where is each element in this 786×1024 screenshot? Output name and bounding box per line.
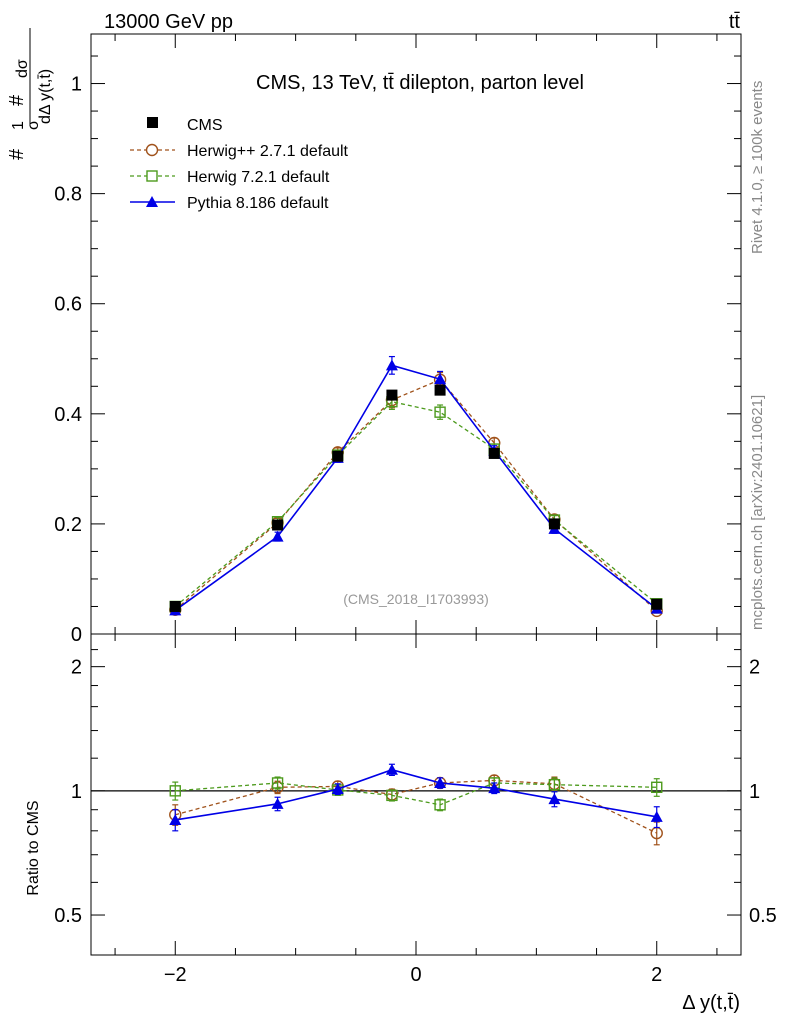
ylabel-one: 1 (10, 121, 27, 130)
ratio-point-herwig-7-2-1-default (651, 781, 663, 793)
ratio-series-pythia-8-186-default (169, 763, 663, 832)
ratio-line-herwig-7-2-1-default (175, 782, 657, 806)
y-tick-label-ratio-right: 1 (749, 781, 760, 803)
ylabel-prefix-2: # (6, 94, 28, 106)
mcplots-label: mcplots.cern.ch [arXiv:2401.10621] (749, 395, 766, 630)
main-series-herwig-2-7-1-default (169, 371, 663, 618)
main-point-cms (272, 519, 284, 531)
ratio-point-pythia-8-186-default (385, 763, 398, 775)
energy-label: 13000 GeV pp (104, 11, 233, 33)
y-tick-label-ratio-left: 1 (71, 781, 82, 803)
ratio-point-pythia-8-186-default (488, 782, 501, 794)
main-point-cms (488, 447, 500, 459)
main-series-cms (169, 384, 663, 612)
analysis-id: (CMS_2018_I1703993) (343, 591, 489, 607)
y-tick-label-ratio-right: 0.5 (749, 905, 777, 927)
main-point-cms (169, 600, 181, 612)
legend-pythia-label: Pythia 8.186 default (187, 195, 329, 212)
x-tick-label: −2 (164, 964, 187, 986)
main-point-pythia-8-186-default (385, 359, 398, 371)
process-label: tt̄ (729, 11, 741, 33)
ratio-point-pythia-8-186-default (169, 813, 182, 825)
series-layer (169, 355, 663, 846)
y-tick-label-ratio-right: 2 (749, 657, 760, 679)
ratio-point-pythia-8-186-default (548, 793, 561, 805)
legend-herwigpp-marker (145, 143, 159, 157)
ratio-point-herwig-7-2-1-default (169, 785, 181, 797)
y-tick-label-main: 1 (71, 74, 82, 96)
legend-herwigpp-label: Herwig++ 2.7.1 default (187, 143, 349, 160)
legend-cms-label: CMS (187, 117, 223, 134)
y-tick-label-ratio-left: 0.5 (54, 905, 82, 927)
y-tick-label-main: 0 (71, 624, 82, 646)
main-series-pythia-8-186-default (169, 355, 663, 616)
main-line-herwig-7-2-1-default (174, 400, 658, 607)
ratio-line-herwig-2-7-1-default (175, 779, 658, 834)
main-point-cms (548, 518, 560, 530)
x-tick-label: 2 (651, 964, 662, 986)
y-tick-label-main: 0.6 (54, 294, 82, 316)
ratio-point-pythia-8-186-default (650, 810, 663, 822)
legend-herwig7-label: Herwig 7.2.1 default (187, 169, 330, 186)
ylabel-sigma: σ (25, 120, 42, 130)
main-point-pythia-8-186-default (271, 530, 284, 542)
main-point-cms (332, 450, 344, 462)
ratio-point-herwig-7-2-1-default (271, 777, 284, 789)
plot-title: CMS, 13 TeV, tt̄ dilepton, parton level (256, 72, 584, 94)
ratio-frame (90, 633, 742, 956)
axis-ticks: −2 0 2 0 0.2 0.4 0.6 0.8 1 0.5 0.5 1 1 2 2 (54, 34, 777, 986)
y-tick-label-main: 0.2 (54, 514, 82, 536)
ylabel-prefix: # (6, 148, 28, 160)
ratio-line-pythia-8-186-default (175, 768, 657, 821)
x-tick-label: 0 (410, 964, 421, 986)
main-ylabel: # 1 σ # dσ dΔ y(t,t̄) (6, 28, 54, 160)
ylabel-dsigma: dσ (14, 59, 31, 78)
main-point-pythia-8-186-default (434, 373, 447, 385)
ylabel-denominator: dΔ y(t,t̄) (37, 69, 54, 124)
ratio-point-pythia-8-186-default (331, 783, 344, 795)
main-point-cms (651, 598, 663, 610)
legend-herwig7-marker (146, 170, 158, 182)
main-point-herwig-7-2-1-default (434, 406, 446, 418)
ratio-point-herwig-7-2-1-default (386, 789, 398, 802)
rivet-version-label: Rivet 4.1.0, ≥ 100k events (749, 81, 766, 254)
x-axis-label: Δ y(t,t̄) (682, 992, 740, 1014)
main-point-cms (386, 389, 398, 401)
legend: CMS Herwig++ 2.7.1 default Herwig 7.2.1 … (130, 117, 349, 212)
main-line-pythia-8-186-default (174, 364, 658, 611)
main-line-herwig-2-7-1-default (174, 378, 658, 612)
main-point-cms (434, 384, 446, 396)
legend-pythia-marker (146, 196, 158, 207)
ratio-ylabel: Ratio to CMS (25, 800, 42, 895)
ratio-point-pythia-8-186-default (271, 797, 284, 809)
legend-cms-marker (147, 117, 158, 128)
ratio-point-herwig-7-2-1-default (434, 799, 446, 811)
y-tick-label-main: 0.4 (54, 404, 82, 426)
ratio-point-herwig-7-2-1-default (548, 778, 561, 791)
y-tick-label-ratio-left: 2 (71, 657, 82, 679)
y-tick-label-main: 0.8 (54, 184, 82, 206)
ratio-point-pythia-8-186-default (434, 776, 447, 788)
main-series-herwig-7-2-1-default (169, 393, 663, 613)
